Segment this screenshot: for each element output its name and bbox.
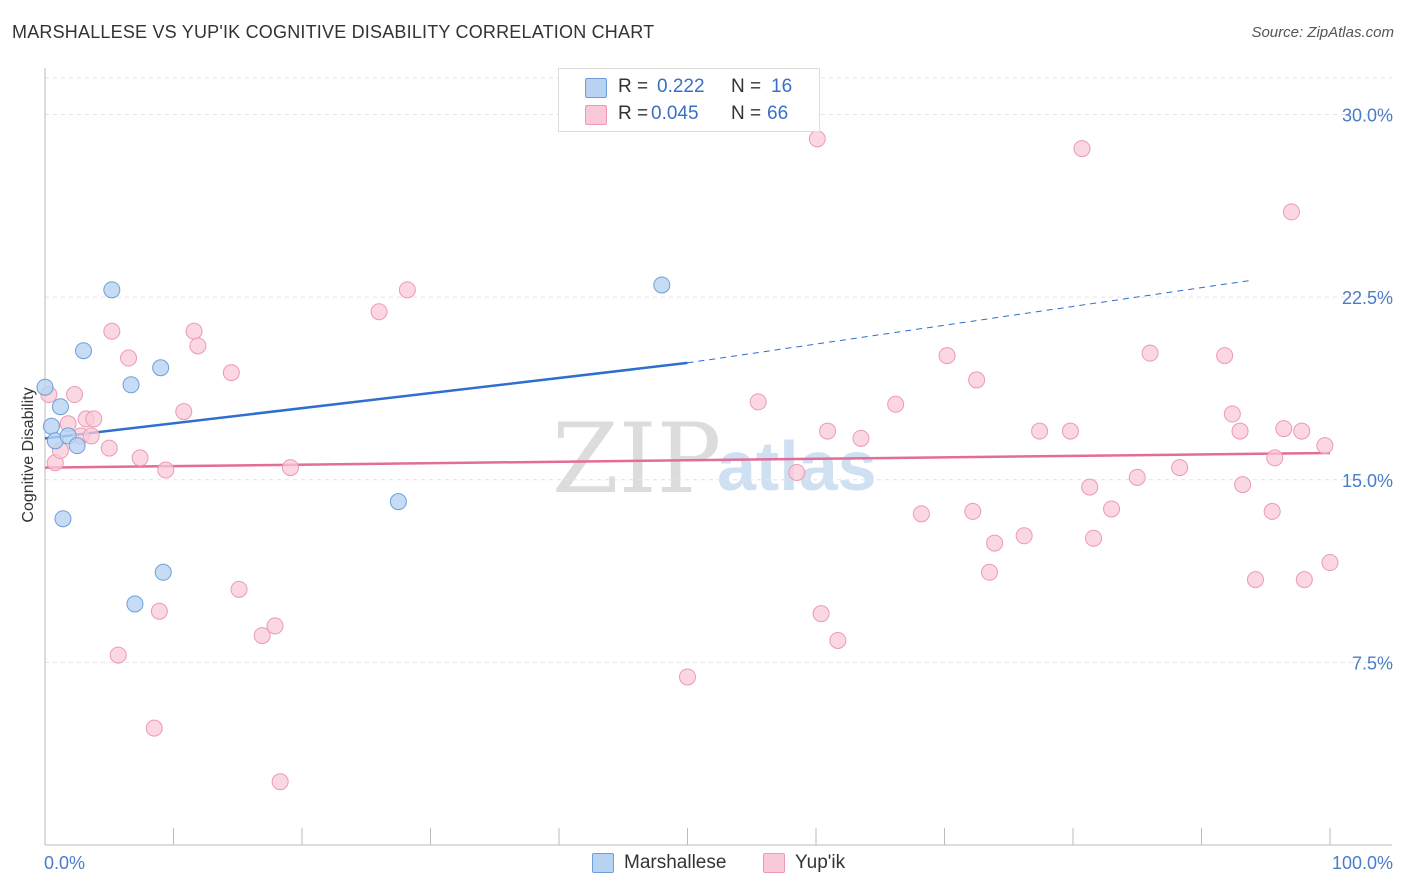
yupik-point xyxy=(267,618,283,634)
yupik-point xyxy=(981,564,997,580)
legend-r-value: 0.222 xyxy=(657,76,705,98)
yupik-point xyxy=(83,428,99,444)
yupik-point xyxy=(1032,423,1048,439)
yupik-point xyxy=(101,440,117,456)
legend-r-label: R = xyxy=(618,103,648,125)
yupik-point xyxy=(67,387,83,403)
yupik-point xyxy=(820,423,836,439)
marshallese-trend-extension xyxy=(688,280,1253,363)
yupik-point xyxy=(86,411,102,427)
bottom-legend-label: Yup'ik xyxy=(795,852,845,874)
yupik-point xyxy=(158,462,174,478)
yupik-point xyxy=(1235,477,1251,493)
yupik-point xyxy=(231,581,247,597)
grid xyxy=(45,78,1392,662)
y-tick-label: 30.0% xyxy=(1342,106,1393,126)
y-axis-title: Cognitive Disability xyxy=(20,387,37,522)
yupik-point xyxy=(110,647,126,663)
legend-n-value: 16 xyxy=(771,76,792,98)
marshallese-point xyxy=(123,377,139,393)
y-tick-label: 15.0% xyxy=(1342,471,1393,491)
yupik-point xyxy=(965,503,981,519)
yupik-point xyxy=(1276,421,1292,437)
yupik-swatch xyxy=(763,853,785,873)
legend-n-value: 66 xyxy=(767,103,788,125)
yupik-point xyxy=(1217,348,1233,364)
yupik-point xyxy=(1062,423,1078,439)
yupik-point xyxy=(1264,503,1280,519)
marshallese-point xyxy=(69,438,85,454)
yupik-point xyxy=(1317,438,1333,454)
marshallese-point xyxy=(55,511,71,527)
marshallese-point xyxy=(76,343,92,359)
yupik-point xyxy=(1129,469,1145,485)
yupik-point xyxy=(272,774,288,790)
yupik-point xyxy=(789,464,805,480)
x-tick-label: 100.0% xyxy=(1332,853,1393,873)
yupik-point xyxy=(1267,450,1283,466)
yupik-point xyxy=(176,404,192,420)
yupik-point xyxy=(1074,141,1090,157)
yupik-point xyxy=(1232,423,1248,439)
legend-n-label: N = xyxy=(731,76,761,98)
yupik-point xyxy=(190,338,206,354)
yupik-point xyxy=(939,348,955,364)
yupik-point xyxy=(1082,479,1098,495)
yupik-point xyxy=(813,606,829,622)
marshallese-point xyxy=(155,564,171,580)
yupik-point xyxy=(1296,572,1312,588)
yupik-point xyxy=(186,323,202,339)
yupik-point xyxy=(853,430,869,446)
yupik-point xyxy=(371,304,387,320)
yupik-point xyxy=(1172,460,1188,476)
yupik-point xyxy=(680,669,696,685)
marshallese-point xyxy=(52,399,68,415)
bottom-legend-label: Marshallese xyxy=(624,852,726,874)
yupik-point xyxy=(1142,345,1158,361)
marshallese-point xyxy=(37,379,53,395)
legend: R = 0.222 N = 16 R = 0.045 N = 66 xyxy=(558,68,820,132)
yupik-point xyxy=(146,720,162,736)
yupik-point xyxy=(1247,572,1263,588)
marshallese-point xyxy=(104,282,120,298)
yupik-point xyxy=(1104,501,1120,517)
legend-r-label: R = xyxy=(618,76,648,98)
marshallese-point xyxy=(127,596,143,612)
yupik-point xyxy=(1086,530,1102,546)
y-tick-label: 7.5% xyxy=(1352,653,1393,673)
scatter-plot: ZIP atlas 7.5%15.0%22.5%30.0% 0.0%100.0%… xyxy=(0,0,1406,892)
yupik-point xyxy=(888,396,904,412)
marshallese-point xyxy=(654,277,670,293)
yupik-point xyxy=(750,394,766,410)
yupik-point xyxy=(969,372,985,388)
yupik-point xyxy=(132,450,148,466)
marshallese-point xyxy=(153,360,169,376)
y-tick-label: 22.5% xyxy=(1342,288,1393,308)
yupik-point xyxy=(1322,555,1338,571)
legend-r-value: 0.045 xyxy=(651,103,699,125)
yupik-point xyxy=(830,632,846,648)
yupik-point xyxy=(104,323,120,339)
yupik-point xyxy=(121,350,137,366)
yupik-point xyxy=(987,535,1003,551)
y-tick-labels: 7.5% 15.0% 22.5% 30.0% xyxy=(1342,106,1393,674)
yupik-point xyxy=(151,603,167,619)
yupik-point xyxy=(282,460,298,476)
yupik-point xyxy=(399,282,415,298)
yupik-swatch xyxy=(585,105,607,125)
marshallese-swatch xyxy=(585,78,607,98)
legend-n-label: N = xyxy=(731,103,761,125)
yupik-point xyxy=(1016,528,1032,544)
yupik-point xyxy=(809,131,825,147)
marshallese-point xyxy=(43,418,59,434)
yupik-point xyxy=(913,506,929,522)
marshallese-point xyxy=(390,494,406,510)
yupik-point xyxy=(1283,204,1299,220)
yupik-point xyxy=(1294,423,1310,439)
marshallese-swatch xyxy=(592,853,614,873)
yupik-point xyxy=(223,365,239,381)
x-tick-label: 0.0% xyxy=(44,853,85,873)
yupik-point xyxy=(1224,406,1240,422)
